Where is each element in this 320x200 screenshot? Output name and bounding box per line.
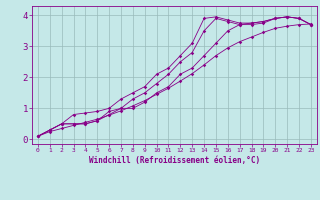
X-axis label: Windchill (Refroidissement éolien,°C): Windchill (Refroidissement éolien,°C) [89,156,260,165]
